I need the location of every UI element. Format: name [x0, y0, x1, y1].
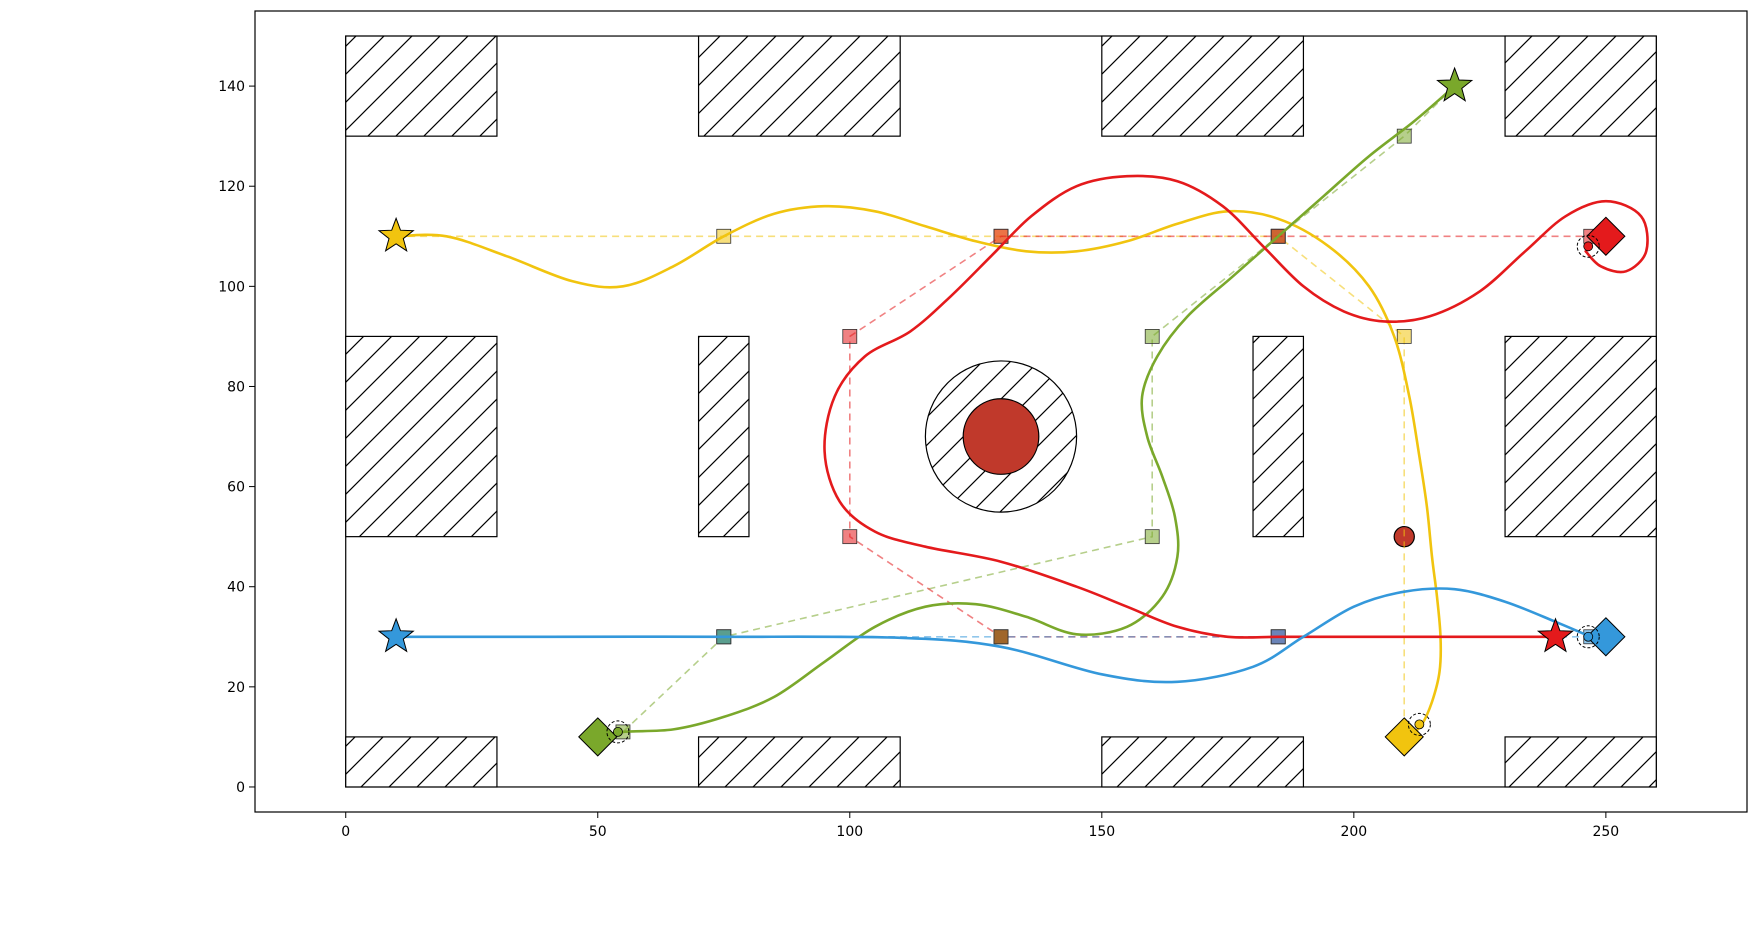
hazard-layer: [924, 360, 1415, 548]
ticks-layer: 0 50 100 150 200 250 0 20 40 60 80 100 120 140: [218, 79, 1619, 840]
x-tick-label-250: 250: [1592, 824, 1619, 840]
waypoint-3-3: [842, 529, 858, 545]
waypoint-2-4: [1144, 529, 1160, 545]
agent-range-2: [606, 720, 630, 744]
agent-1: [1414, 719, 1425, 730]
x-tick-label-0: 0: [341, 824, 350, 840]
trajectory-3: [823, 174, 1649, 639]
waypoint-route-3: [848, 235, 1591, 638]
agent-range-4: [1576, 625, 1600, 649]
y-tick-label-100: 100: [218, 279, 245, 295]
goal-diamond-1: [1384, 717, 1424, 757]
obstacle-mid-right: [1504, 335, 1657, 538]
waypoint-route-1: [396, 235, 1405, 737]
waypoint-2-3: [1144, 329, 1160, 344]
start-star-1: [377, 216, 415, 252]
shared-waypoint-2: [993, 629, 1009, 645]
obstacle-mid-2: [697, 335, 750, 538]
obstacle-top-2: [697, 35, 901, 137]
obstacle-mid-left: [345, 335, 498, 538]
axes-frame: [254, 10, 1748, 813]
obstacle-top-3: [1101, 35, 1305, 137]
trajectories-layer: [394, 84, 1649, 739]
y-tick-label-60: 60: [227, 480, 245, 496]
obstacle-top-right: [1504, 35, 1657, 137]
agent-range-1: [1407, 712, 1431, 736]
agent-2: [613, 727, 623, 737]
start-star-4: [377, 617, 415, 653]
y-tick-label-80: 80: [227, 379, 245, 395]
goal-diamond-2: [578, 717, 618, 757]
y-tick-label-120: 120: [218, 179, 245, 195]
obstacle-top-left: [345, 35, 498, 137]
agent-range-3: [1576, 234, 1600, 258]
obstacle-bottom-2: [697, 736, 901, 788]
waypoint-3-5: [993, 228, 1009, 244]
obstacles-layer: [345, 35, 1657, 788]
waypoint-1-4: [1396, 329, 1412, 344]
markers-layer: [377, 66, 1626, 757]
y-tick-label-0: 0: [236, 780, 245, 796]
y-tick-label-140: 140: [218, 79, 245, 95]
trajectory-4: [394, 587, 1592, 684]
trajectory-2: [596, 84, 1456, 739]
y-tick-label-20: 20: [227, 680, 245, 696]
hazard-core: [962, 398, 1040, 475]
goal-diamond-4: [1586, 617, 1626, 657]
x-tick-label-150: 150: [1088, 824, 1115, 840]
goal-diamond-3: [1586, 216, 1626, 256]
x-tick-label-200: 200: [1340, 824, 1367, 840]
y-tick-label-40: 40: [227, 580, 245, 596]
start-star-3: [1536, 617, 1574, 653]
x-tick-label-50: 50: [589, 824, 607, 840]
obstacle-mid-3: [1252, 335, 1305, 538]
obstacle-bottom-left: [345, 736, 498, 788]
obstacle-bottom-right: [1504, 736, 1657, 788]
agent-3: [1583, 241, 1594, 252]
x-tick-label-100: 100: [836, 824, 863, 840]
agent-4: [1583, 631, 1594, 642]
trajectory-1: [394, 204, 1443, 739]
start-star-2: [1436, 66, 1474, 102]
waypoint-3-4: [842, 329, 858, 344]
obstacle-bottom-3: [1101, 736, 1305, 788]
